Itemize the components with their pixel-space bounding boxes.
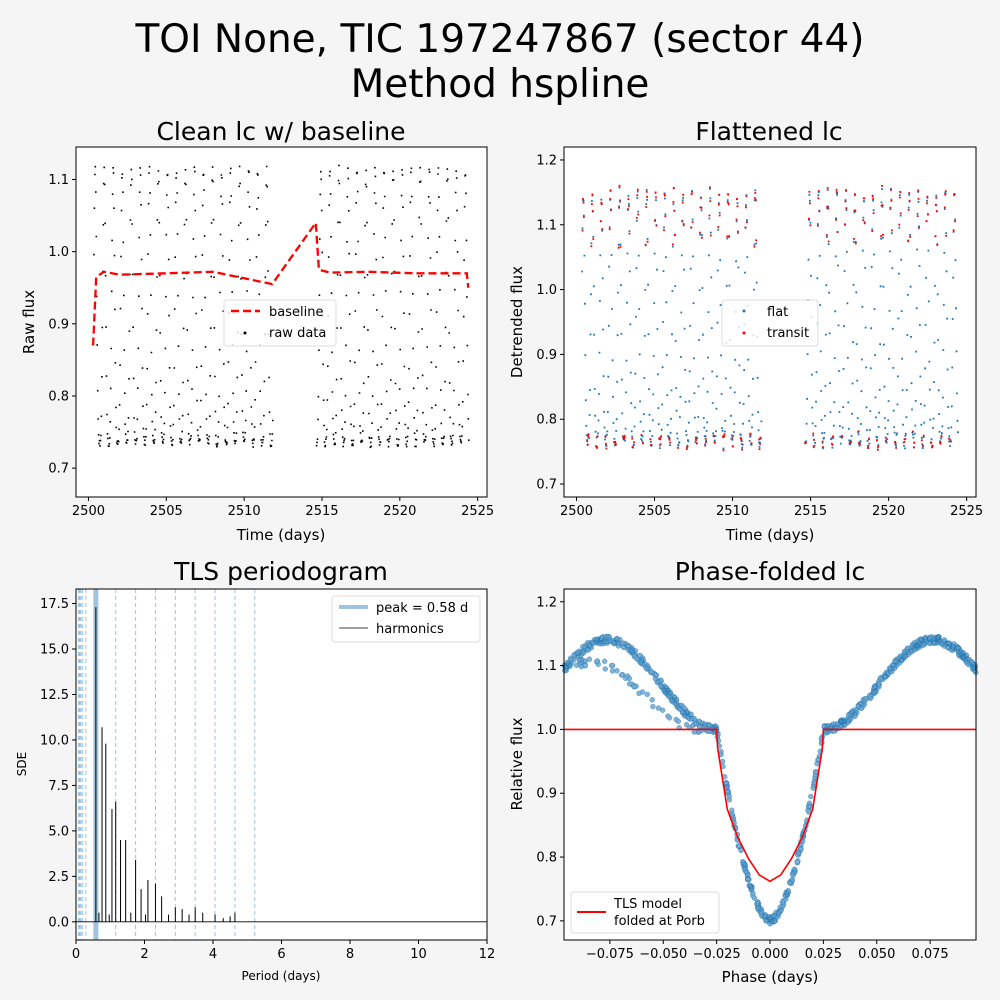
ytick-label-1-0: 0.7: [536, 478, 557, 493]
plot-data-clean: [91, 164, 470, 449]
ytick-label-0-0: 0.7: [48, 462, 69, 477]
xtick-label-3-4: 0.025: [805, 947, 842, 962]
xtick-label-0-5: 2525: [461, 504, 494, 519]
ytick-label-2-2: 5.0: [48, 824, 69, 839]
legend-swatch-raw: [243, 331, 247, 335]
ytick-label-2-6: 15.0: [40, 643, 69, 658]
ylabel-fold: Relative flux: [508, 717, 526, 810]
panel-title-tls: TLS periodogram: [173, 557, 388, 586]
legend-label-flat: flat: [767, 305, 788, 320]
ytick-label-3-0: 0.7: [536, 914, 557, 929]
ytick-label-3-5: 1.2: [536, 595, 557, 610]
xtick-label-1-3: 2515: [794, 504, 827, 519]
xtick-label-1-5: 2525: [950, 504, 983, 519]
xtick-label-2-4: 8: [346, 947, 354, 962]
baseline-line: [91, 219, 470, 346]
ytick-label-3-4: 1.1: [536, 659, 557, 674]
figure-title-line2: Method hspline: [351, 62, 650, 107]
xtick-label-0-2: 2510: [228, 504, 261, 519]
xtick-label-0-3: 2515: [305, 504, 338, 519]
xtick-label-2-2: 4: [209, 947, 217, 962]
legend-clean: baseline raw data: [223, 299, 337, 347]
ytick-label-2-4: 10.0: [40, 733, 69, 748]
legend-label-model-1: TLS model: [613, 897, 682, 912]
legend-label-raw: raw data: [269, 326, 326, 341]
xlabel-tls: Period (days): [242, 969, 321, 983]
xtick-label-0-0: 2500: [72, 504, 105, 519]
plot-area-tls: [76, 589, 487, 940]
xtick-label-3-0: −0.075: [586, 947, 634, 962]
legend-fold: TLS model folded at Porb: [570, 891, 720, 934]
ytick-label-2-7: 17.5: [40, 597, 69, 612]
ytick-label-0-4: 1.1: [48, 173, 69, 188]
plot-data-tls: [76, 589, 487, 940]
ytick-label-0-2: 0.9: [48, 317, 69, 332]
legend-flat: flat transit: [721, 299, 819, 347]
ytick-label-2-3: 7.5: [48, 779, 69, 794]
ytick-label-0-3: 1.0: [48, 245, 69, 260]
panel-tls-periodogram: TLS periodogram 0 2 4 6 8 10 12 0.0 2.5 5.0 7.5 10.…: [15, 557, 495, 983]
legend-label-harmonics: harmonics: [376, 622, 444, 637]
xtick-label-1-2: 2510: [716, 504, 749, 519]
legend-label-model-2: folded at Porb: [614, 914, 705, 929]
ytick-label-1-4: 1.1: [536, 218, 557, 233]
xtick-label-0-1: 2505: [150, 504, 183, 519]
panel-title-fold: Phase-folded lc: [675, 557, 865, 586]
xtick-label-1-4: 2520: [872, 504, 905, 519]
ytick-label-3-3: 1.0: [536, 723, 557, 738]
legend-label-transit: transit: [767, 326, 809, 341]
panel-title-clean: Clean lc w/ baseline: [156, 117, 405, 146]
panel-title-flat: Flattened lc: [695, 117, 842, 146]
panel-clean-lc: Clean lc w/ baseline 2500 2505 2510 2515 252…: [20, 117, 494, 544]
plot-frame-clean: [75, 146, 488, 498]
xtick-label-1-1: 2505: [638, 504, 671, 519]
xlabel-flat: Time (days): [725, 526, 815, 544]
legend-label-baseline: baseline: [269, 305, 323, 320]
legend-tls: peak = 0.58 d harmonics: [331, 595, 481, 643]
legend-swatch-transit: [742, 331, 746, 335]
xtick-label-1-0: 2500: [560, 504, 593, 519]
ytick-label-3-2: 0.9: [536, 787, 557, 802]
xtick-label-3-5: 0.050: [858, 947, 895, 962]
ytick-label-1-5: 1.2: [536, 153, 557, 168]
xtick-label-3-2: −0.025: [693, 947, 741, 962]
ytick-label-1-2: 0.9: [536, 348, 557, 363]
legend-swatch-flat: [742, 309, 746, 313]
xlabel-fold: Phase (days): [722, 968, 819, 986]
ytick-label-2-1: 2.5: [48, 870, 69, 885]
ytick-label-1-1: 0.8: [536, 413, 557, 428]
xtick-label-2-1: 2: [140, 947, 148, 962]
tls-model-line: [564, 728, 976, 883]
xtick-label-3-6: 0.075: [911, 947, 948, 962]
legend-label-peak: peak = 0.58 d: [376, 601, 468, 616]
ytick-label-2-5: 12.5: [40, 688, 69, 703]
ticks-clean: 2500 2505 2510 2515 2520 2525 0.7 0.8 0.9 1.0 1.1: [48, 173, 494, 519]
ticks-tls: 0 2 4 6 8 10 12 0.0 2.5 5.0 7.5 10.0 12.5 15.0 17.5: [40, 597, 495, 962]
ylabel-tls: SDE: [15, 752, 29, 776]
panel-flattened-lc: Flattened lc 2500 2505 2510 2515 2520 2525 0.7…: [508, 117, 983, 544]
xtick-label-2-3: 6: [277, 947, 285, 962]
xtick-label-2-5: 10: [410, 947, 427, 962]
xtick-label-3-1: −0.050: [639, 947, 687, 962]
ylabel-clean: Raw flux: [20, 290, 38, 354]
ticks-fold: −0.075 −0.050 −0.025 0.000 0.025 0.050 0.075 0.…: [536, 595, 948, 962]
plot-frame-flat: [563, 146, 977, 498]
ytick-label-0-1: 0.8: [48, 389, 69, 404]
xlabel-clean: Time (days): [236, 526, 326, 544]
xtick-label-3-3: 0.000: [751, 947, 788, 962]
ticks-flat: 2500 2505 2510 2515 2520 2525 0.7 0.8 0.9 1.0 1.1 1…: [536, 153, 983, 519]
ytick-label-2-0: 0.0: [48, 915, 69, 930]
xtick-label-2-6: 12: [479, 947, 496, 962]
ytick-label-3-1: 0.8: [536, 851, 557, 866]
xtick-label-0-4: 2520: [383, 504, 416, 519]
xtick-label-2-0: 0: [72, 947, 80, 962]
figure-title-line1: TOI None, TIC 197247867 (sector 44): [134, 17, 864, 62]
panel-phase-folded: Phase-folded lc −0.075 −0.050 −0.025 0.000 0…: [508, 557, 979, 986]
ylabel-flat: Detrended flux: [508, 266, 526, 378]
ytick-label-1-3: 1.0: [536, 283, 557, 298]
